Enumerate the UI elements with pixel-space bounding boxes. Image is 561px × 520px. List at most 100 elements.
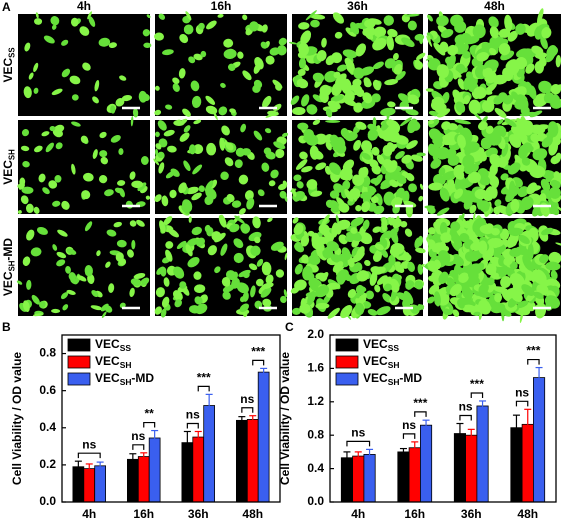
cell [325, 141, 332, 151]
cell [82, 172, 94, 182]
error-bar [129, 453, 137, 466]
cell [341, 78, 352, 94]
cell [198, 185, 205, 192]
cell [464, 251, 477, 262]
cell [372, 79, 381, 91]
legend-swatch [335, 355, 359, 369]
cell [66, 289, 76, 295]
cell [302, 265, 313, 281]
cell [505, 59, 518, 70]
cell [503, 256, 513, 266]
cell [387, 28, 398, 38]
cell [446, 54, 456, 70]
cell [99, 131, 107, 139]
cell [290, 95, 300, 105]
cell [416, 52, 426, 61]
cell [492, 125, 507, 139]
micrograph [289, 10, 426, 120]
cell [462, 51, 471, 59]
error-bar [479, 400, 487, 412]
micrograph-bg [18, 218, 150, 316]
micrograph [290, 117, 426, 218]
cell [463, 76, 471, 91]
legend-swatch [67, 372, 91, 386]
cell [21, 186, 34, 194]
cell [99, 150, 108, 158]
cell [455, 101, 466, 113]
x-tick-label: 4h [351, 507, 365, 520]
cell [389, 278, 400, 293]
cell [157, 120, 167, 131]
cell [392, 52, 399, 61]
cell [337, 64, 347, 72]
error-bar [249, 415, 257, 424]
cell [90, 305, 103, 311]
cell [141, 93, 150, 102]
error-bar [524, 408, 532, 440]
cell [160, 308, 167, 318]
cell [121, 95, 133, 102]
significance-label: ns [240, 392, 254, 406]
cell [276, 45, 287, 56]
error-bar [535, 366, 543, 389]
panel-label: C [285, 320, 294, 334]
label-sub: SS [8, 47, 17, 57]
cell [350, 217, 364, 227]
cell [289, 41, 298, 45]
cell [440, 232, 452, 243]
cell [224, 157, 234, 167]
cell [428, 275, 436, 282]
cell [193, 271, 202, 280]
cell [532, 269, 547, 285]
cell [296, 78, 309, 89]
cell [548, 251, 561, 265]
cell [316, 50, 327, 62]
cell [515, 246, 529, 256]
cell [387, 130, 401, 143]
cell [20, 195, 29, 205]
cell [557, 206, 561, 212]
label-main: VEC [363, 354, 388, 368]
cell [194, 296, 203, 305]
bracket-line [252, 359, 265, 366]
cell [39, 300, 46, 309]
significance-label: ** [145, 407, 155, 421]
cell [194, 284, 206, 294]
cell [428, 110, 439, 117]
cell [504, 14, 513, 32]
cell [510, 198, 520, 212]
cell [143, 42, 152, 48]
cell [173, 119, 185, 127]
cell [71, 94, 79, 101]
cell [33, 62, 39, 73]
cell [294, 279, 307, 291]
micrograph [16, 218, 150, 318]
cell [414, 59, 422, 70]
cell [432, 149, 440, 162]
bracket-line [197, 385, 210, 392]
cell [524, 123, 534, 136]
cell [406, 140, 418, 150]
cell [321, 214, 330, 226]
legend-swatch [67, 355, 91, 369]
cell [474, 188, 488, 200]
significance-label: ns [186, 408, 200, 422]
cell [191, 192, 202, 201]
bracket-line [414, 411, 427, 417]
cell [282, 132, 289, 138]
cell [178, 68, 186, 79]
bar [465, 434, 478, 503]
cell [136, 219, 145, 227]
bracket-line [132, 444, 145, 450]
cell [325, 199, 335, 209]
cell [220, 243, 228, 256]
cell [486, 277, 495, 286]
bracket-line [241, 407, 254, 413]
cell [331, 222, 339, 238]
cell [550, 270, 558, 280]
cell [161, 195, 169, 207]
cell [53, 124, 65, 133]
cell [305, 10, 317, 21]
cell [170, 168, 180, 177]
